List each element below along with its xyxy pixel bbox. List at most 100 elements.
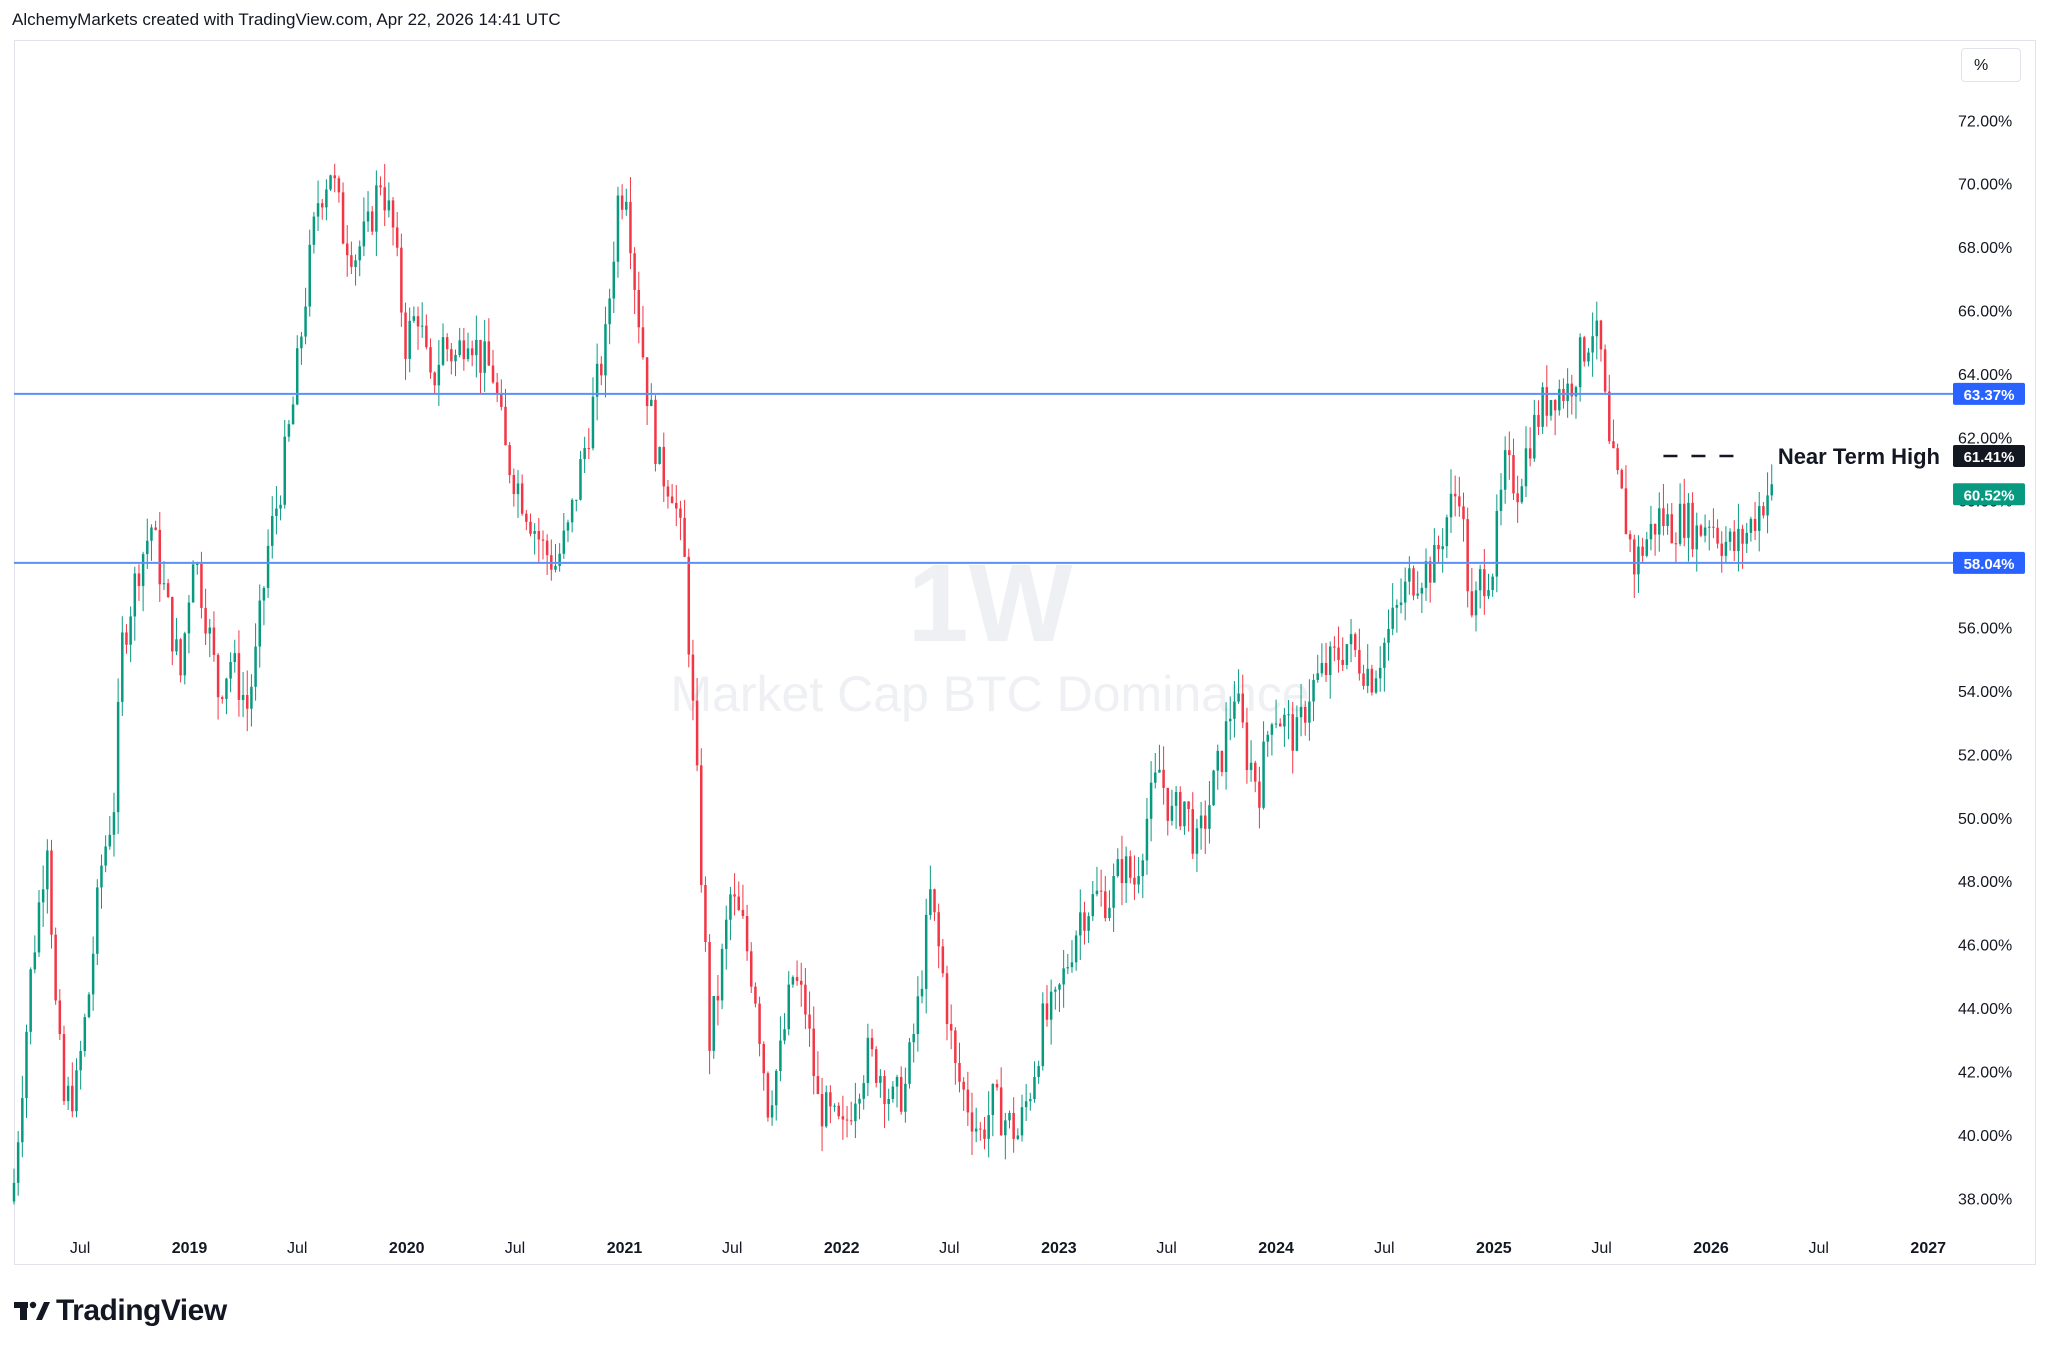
candle-body (904, 1083, 907, 1112)
candle-body (1370, 668, 1374, 693)
candle-body (1099, 890, 1103, 892)
x-tick-label: 2027 (1910, 1240, 1946, 1257)
candle-body (91, 953, 95, 995)
candle-body (221, 697, 224, 699)
candle-body (1104, 891, 1107, 919)
candle-body (1624, 488, 1628, 535)
candle-body (158, 529, 162, 585)
candle-body (725, 919, 728, 949)
candle-body (895, 1076, 899, 1087)
candle-body (75, 1070, 78, 1112)
candle-body (179, 639, 182, 676)
candle-body (1212, 770, 1215, 806)
candle-body (487, 341, 491, 366)
candle-body (1245, 722, 1249, 771)
candle-body (1603, 349, 1607, 392)
candle-body (537, 531, 541, 540)
candle-body (1424, 561, 1428, 588)
candle-body (1062, 968, 1065, 985)
candle-body (1012, 1112, 1015, 1139)
hline-price-label-bg (1953, 382, 2025, 405)
candle-body (54, 934, 57, 1001)
candle-body (1208, 805, 1211, 829)
candle-body (1020, 1107, 1024, 1136)
candle-body (816, 1076, 820, 1095)
candle-body (520, 483, 524, 514)
y-tick-label: 68.00% (1958, 240, 2012, 257)
candle-body (1491, 576, 1494, 591)
x-tick-label: Jul (70, 1240, 90, 1257)
x-tick-label: Jul (1591, 1240, 1611, 1257)
candle-body (1253, 762, 1257, 782)
candle-body (1320, 663, 1324, 674)
candle-body (1520, 486, 1524, 503)
candle-body (1199, 815, 1203, 829)
y-tick-label: 44.00% (1958, 1001, 2012, 1018)
candle-body (633, 253, 636, 290)
candle-body (325, 189, 328, 208)
y-tick-label: 52.00% (1958, 747, 2012, 764)
candle-body (1553, 400, 1557, 411)
candle-body (150, 527, 153, 541)
candle-body (575, 499, 578, 501)
x-tick-label: Jul (722, 1240, 742, 1257)
candle-body (1745, 532, 1748, 544)
candle-body (1333, 646, 1336, 648)
candle-body (212, 627, 216, 655)
candle-body (1312, 679, 1315, 702)
candle-body (562, 530, 566, 554)
candle-body (1612, 441, 1615, 449)
candle-body (491, 365, 495, 383)
candle-body (716, 996, 720, 1001)
candle-body (41, 889, 45, 903)
candle-body (808, 1014, 811, 1029)
candle-body (1120, 859, 1124, 884)
candle-body (416, 316, 420, 327)
tradingview-logo[interactable]: TradingView (14, 1294, 227, 1328)
candle-body (358, 246, 361, 261)
candle-body (1124, 856, 1128, 884)
candle-body (820, 1094, 824, 1127)
candle-body (854, 1103, 857, 1122)
candle-body (1399, 602, 1403, 606)
y-tick-label: 66.00% (1958, 304, 2012, 321)
candle-body (654, 399, 657, 465)
candle-body (1295, 717, 1299, 751)
candle-body (1087, 916, 1090, 931)
percent-scale-button[interactable]: % (1961, 48, 2021, 82)
candle-body (1291, 714, 1294, 751)
candle-body (1154, 772, 1157, 783)
candle-body (387, 200, 391, 211)
candle-body (974, 1128, 978, 1132)
candle-body (1587, 352, 1590, 362)
candle-body (912, 1034, 915, 1043)
candle-body (229, 661, 232, 679)
candle-body (879, 1075, 882, 1083)
candle-body (687, 556, 691, 655)
near-term-high-label-bg (1953, 445, 2025, 468)
candle-body (454, 354, 457, 362)
candle-body (987, 1115, 990, 1139)
candle-body (1628, 534, 1632, 540)
candle-body (275, 508, 278, 517)
candle-body (71, 1085, 74, 1112)
candle-body (200, 563, 203, 608)
candle-body (1583, 337, 1586, 362)
candle-body (1287, 714, 1290, 716)
candle-body (1449, 493, 1453, 518)
candle-body (545, 540, 549, 556)
candle-body (645, 357, 649, 407)
candle-body (1378, 667, 1382, 679)
candle-body (966, 1089, 970, 1113)
candle-body (1720, 543, 1723, 556)
candle-body (958, 1062, 961, 1082)
candle-body (287, 424, 291, 437)
candle-body (849, 1120, 853, 1122)
candle-body (425, 325, 428, 348)
candle-body (579, 459, 582, 500)
candle-body (1391, 607, 1394, 629)
candle-body (379, 185, 382, 188)
candle-body (1495, 510, 1499, 577)
candle-body (1770, 484, 1773, 496)
